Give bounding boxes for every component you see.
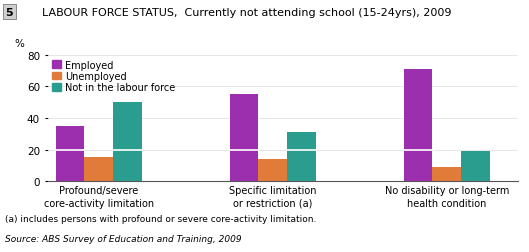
- Legend: Employed, Unemployed, Not in the labour force: Employed, Unemployed, Not in the labour …: [52, 60, 175, 93]
- Text: (a) includes persons with profound or severe core-activity limitation.: (a) includes persons with profound or se…: [5, 214, 317, 223]
- Bar: [432, 167, 461, 181]
- Bar: [287, 133, 316, 181]
- Bar: [85, 158, 113, 181]
- Bar: [404, 70, 432, 181]
- Bar: [461, 151, 490, 181]
- Bar: [113, 103, 142, 181]
- Bar: [230, 95, 259, 181]
- Bar: [259, 159, 287, 181]
- Text: Source: ABS Survey of Education and Training, 2009: Source: ABS Survey of Education and Trai…: [5, 234, 242, 243]
- Y-axis label: %: %: [14, 39, 24, 49]
- Text: 5: 5: [5, 8, 13, 18]
- Text: LABOUR FORCE STATUS,  Currently not attending school (15-24yrs), 2009: LABOUR FORCE STATUS, Currently not atten…: [42, 8, 452, 18]
- Bar: [56, 126, 85, 181]
